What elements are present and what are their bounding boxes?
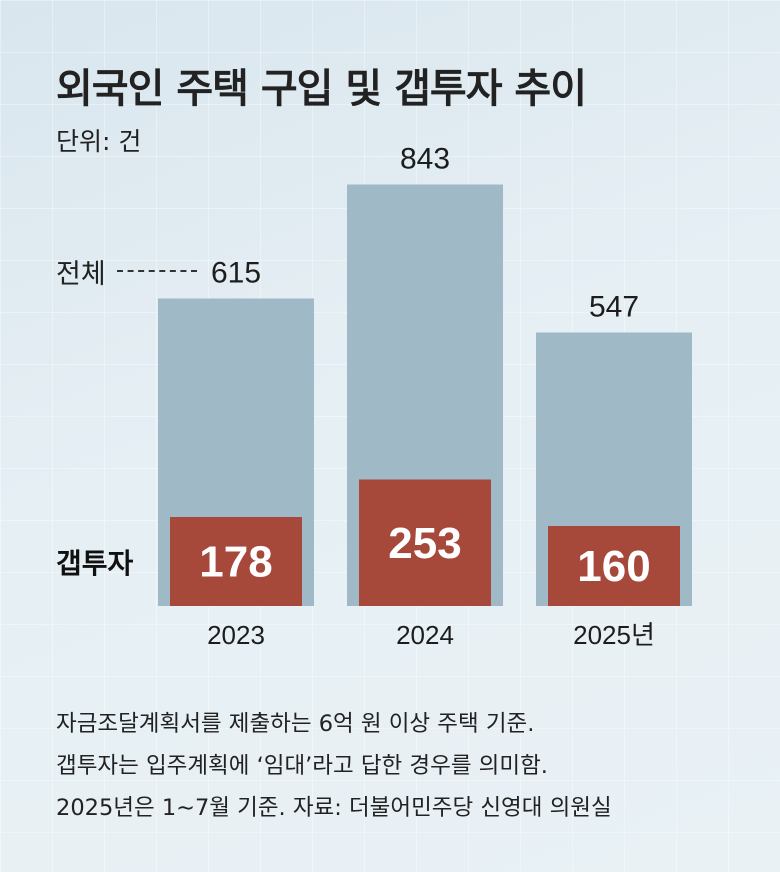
x-axis-tick-label: 2024 xyxy=(396,620,454,650)
gap-bar xyxy=(548,526,680,606)
gap-bar xyxy=(359,479,491,606)
gap-value-label: 178 xyxy=(199,538,272,587)
footnote-2: 갭투자는 입주계획에 ‘임대’라고 답한 경우를 의미함. xyxy=(56,753,548,779)
total-value-label: 547 xyxy=(589,291,639,324)
x-axis-tick-label: 2025년 xyxy=(573,620,655,650)
gap-value-label: 160 xyxy=(577,542,650,591)
chart-title: 외국인 주택 구입 및 갭투자 추이 xyxy=(56,66,587,112)
x-axis-tick-label: 2023 xyxy=(207,620,265,650)
total-value-label: 843 xyxy=(400,143,450,176)
legend-total-leader-line xyxy=(117,270,197,272)
total-value-label: 615 xyxy=(211,257,261,290)
footnote-3: 2025년은 1∼7월 기준. 자료: 더불어민주당 신영대 의원실 xyxy=(56,795,612,821)
unit-label: 단위: 건 xyxy=(56,127,142,156)
gap-value-label: 253 xyxy=(388,519,461,568)
legend-gap-label: 갭투자 xyxy=(56,547,134,580)
legend-total-label: 전체 xyxy=(56,259,106,290)
gap-bar xyxy=(170,517,302,606)
footnote-1: 자금조달계획서를 제출하는 6억 원 이상 주택 기준. xyxy=(56,711,535,737)
